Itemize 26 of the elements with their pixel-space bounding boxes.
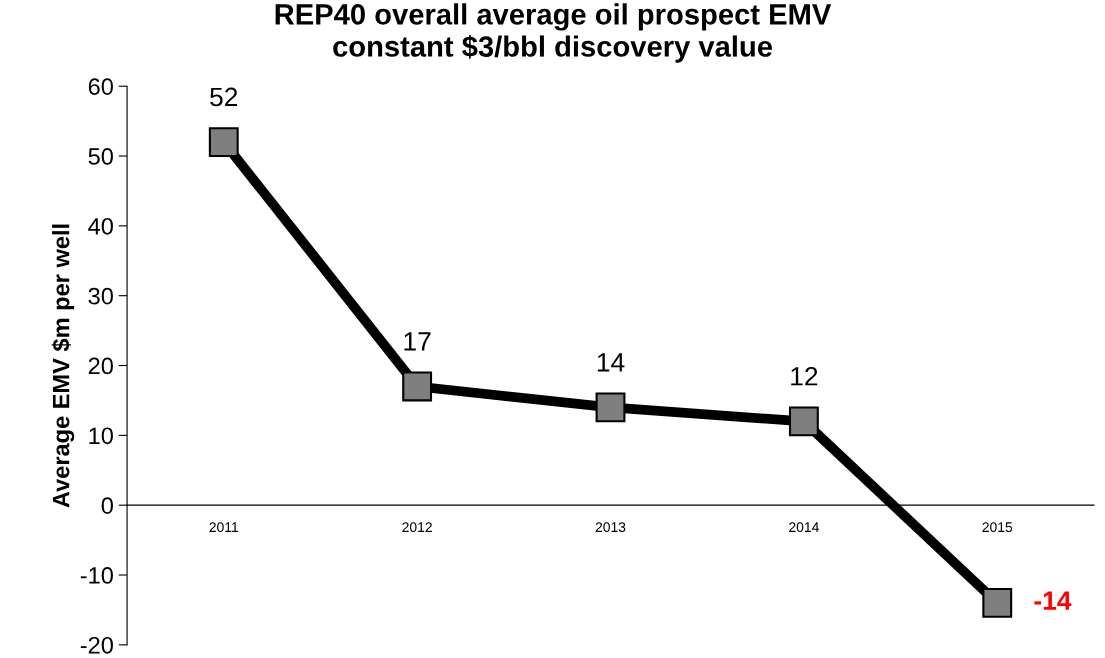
y-tick-label: 40 (88, 217, 113, 235)
y-tick-label: 50 (88, 148, 113, 165)
y-tick-label: 20 (88, 357, 113, 375)
annotation: -14 (1034, 591, 1072, 610)
y-tick-label: -10 (80, 567, 113, 584)
y-axis-title: Average EMV $m per well (51, 224, 75, 508)
x-tick-label: 2011 (209, 522, 239, 533)
y-tick-label: -20 (80, 636, 113, 654)
point (402, 371, 433, 402)
data-label: 12 (791, 366, 818, 386)
point (788, 406, 819, 437)
chart-title: REP40 overall average oil prospect EMV constant $3/bbl discovery value (275, 3, 832, 63)
x-tick-label: 2013 (595, 522, 626, 533)
data-label: 17 (404, 332, 431, 351)
data-label: 14 (597, 353, 625, 372)
point (595, 392, 626, 423)
point (982, 588, 1013, 618)
y-tick-label: 10 (89, 427, 113, 445)
y-tick-label: 30 (88, 287, 113, 305)
x-tick-label: 2012 (402, 522, 432, 533)
x-tick-label: 2015 (982, 522, 1013, 533)
y-tick-label: 0 (101, 497, 113, 514)
data-label: 52 (210, 87, 238, 107)
x-tick-label: 2014 (789, 522, 819, 533)
point (208, 127, 239, 157)
y-tick-label: 60 (88, 78, 113, 95)
